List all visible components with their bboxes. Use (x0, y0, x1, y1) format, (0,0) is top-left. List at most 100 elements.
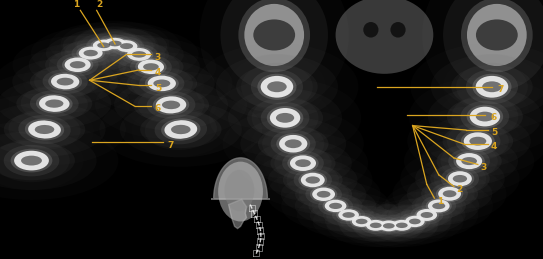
Text: 7: 7 (167, 141, 174, 150)
Ellipse shape (30, 90, 79, 117)
Ellipse shape (364, 219, 388, 232)
Ellipse shape (270, 148, 336, 179)
Ellipse shape (295, 159, 311, 167)
Ellipse shape (216, 54, 338, 119)
Ellipse shape (14, 151, 49, 170)
Ellipse shape (365, 209, 439, 242)
Ellipse shape (153, 95, 190, 115)
Ellipse shape (46, 34, 136, 73)
Ellipse shape (437, 145, 502, 177)
Ellipse shape (434, 162, 486, 195)
Ellipse shape (279, 135, 307, 153)
Ellipse shape (79, 47, 103, 60)
Text: 2: 2 (456, 185, 463, 194)
Ellipse shape (462, 157, 477, 165)
Ellipse shape (443, 124, 513, 159)
Ellipse shape (323, 204, 375, 226)
Text: 3: 3 (155, 53, 161, 62)
Ellipse shape (94, 35, 184, 74)
Ellipse shape (287, 164, 339, 196)
Ellipse shape (295, 187, 376, 225)
Text: 4: 4 (155, 68, 161, 77)
Ellipse shape (125, 47, 153, 62)
Ellipse shape (104, 38, 126, 49)
Ellipse shape (290, 155, 316, 171)
Ellipse shape (461, 0, 533, 72)
Ellipse shape (398, 186, 479, 225)
Ellipse shape (98, 34, 132, 53)
Ellipse shape (393, 209, 437, 234)
Ellipse shape (464, 132, 492, 150)
Ellipse shape (350, 215, 374, 228)
Ellipse shape (415, 192, 463, 220)
Ellipse shape (285, 139, 302, 148)
Ellipse shape (156, 96, 186, 113)
Ellipse shape (356, 219, 368, 224)
Ellipse shape (276, 113, 294, 123)
Ellipse shape (112, 40, 166, 69)
Ellipse shape (11, 149, 52, 172)
Ellipse shape (360, 217, 392, 234)
Ellipse shape (379, 220, 399, 231)
Ellipse shape (401, 203, 453, 227)
Ellipse shape (91, 39, 117, 52)
Ellipse shape (441, 167, 479, 191)
Ellipse shape (61, 40, 121, 66)
Ellipse shape (467, 4, 527, 66)
Text: 6: 6 (490, 113, 497, 123)
Ellipse shape (447, 122, 509, 161)
Ellipse shape (336, 0, 433, 74)
Ellipse shape (283, 166, 343, 195)
Ellipse shape (127, 48, 151, 61)
Ellipse shape (367, 214, 411, 238)
Ellipse shape (42, 69, 88, 94)
Ellipse shape (390, 210, 439, 233)
Ellipse shape (0, 102, 105, 157)
Ellipse shape (74, 26, 156, 61)
Ellipse shape (162, 100, 180, 109)
Ellipse shape (354, 213, 397, 237)
Ellipse shape (57, 53, 98, 76)
Ellipse shape (91, 31, 139, 56)
Ellipse shape (254, 140, 352, 186)
Ellipse shape (399, 212, 431, 231)
Ellipse shape (390, 22, 406, 38)
Ellipse shape (148, 76, 176, 91)
Ellipse shape (422, 0, 543, 113)
Ellipse shape (241, 63, 313, 111)
Ellipse shape (28, 120, 61, 139)
Ellipse shape (451, 65, 533, 109)
Ellipse shape (130, 55, 172, 78)
Text: 7: 7 (497, 85, 504, 94)
Ellipse shape (301, 173, 325, 187)
Ellipse shape (137, 86, 205, 124)
Ellipse shape (281, 174, 367, 214)
Ellipse shape (482, 81, 502, 92)
Ellipse shape (236, 65, 318, 109)
Ellipse shape (258, 126, 329, 161)
Ellipse shape (282, 151, 324, 176)
Ellipse shape (340, 210, 383, 233)
Ellipse shape (432, 203, 445, 209)
Ellipse shape (428, 199, 450, 212)
Ellipse shape (36, 94, 73, 113)
Ellipse shape (4, 111, 85, 148)
Ellipse shape (380, 213, 424, 237)
Ellipse shape (48, 72, 82, 91)
Ellipse shape (308, 193, 363, 218)
Ellipse shape (373, 217, 405, 235)
Ellipse shape (88, 32, 142, 55)
Ellipse shape (35, 125, 54, 134)
Text: 4: 4 (491, 142, 497, 151)
Ellipse shape (456, 153, 482, 169)
Ellipse shape (425, 115, 531, 168)
Ellipse shape (295, 181, 352, 208)
Polygon shape (211, 158, 270, 199)
Ellipse shape (378, 204, 452, 239)
Ellipse shape (436, 185, 463, 202)
Ellipse shape (199, 0, 349, 113)
Ellipse shape (102, 45, 200, 89)
Ellipse shape (276, 133, 310, 154)
Text: 1: 1 (73, 0, 79, 9)
Ellipse shape (109, 41, 169, 67)
